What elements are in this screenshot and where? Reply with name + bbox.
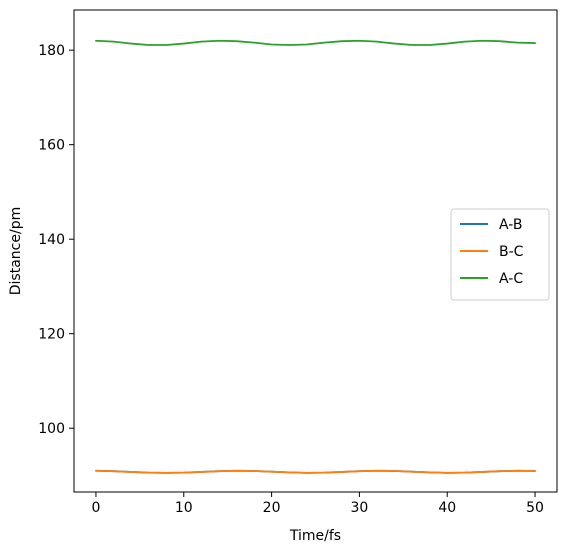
y-axis: 100 120 140 160 180	[38, 43, 74, 437]
x-tick-label: 10	[175, 500, 193, 516]
legend-label: A-B	[499, 217, 522, 233]
x-tick-label: 30	[350, 500, 368, 516]
series-layer	[95, 39, 536, 474]
series-line-b-c	[95, 469, 536, 474]
x-tick-label: 0	[91, 500, 100, 516]
y-tick-label: 120	[38, 327, 65, 343]
y-axis-label: Distance/pm	[8, 207, 24, 295]
y-tick-label: 160	[38, 138, 65, 154]
y-tick-label: 180	[38, 43, 65, 59]
legend-label: B-C	[499, 244, 524, 260]
legend-label: A-C	[499, 271, 523, 287]
x-axis: 0 10 20 30 40 50	[91, 492, 544, 516]
y-tick-label: 140	[38, 232, 65, 248]
y-tick-label: 100	[38, 421, 65, 437]
legend: A-B B-C A-C	[450, 208, 550, 301]
x-tick-label: 50	[526, 500, 544, 516]
x-tick-label: 20	[263, 500, 281, 516]
plot-frame	[73, 9, 558, 493]
x-tick-label: 40	[438, 500, 456, 516]
x-axis-label: Time/fs	[289, 528, 341, 544]
series-line-a-c	[95, 39, 536, 46]
